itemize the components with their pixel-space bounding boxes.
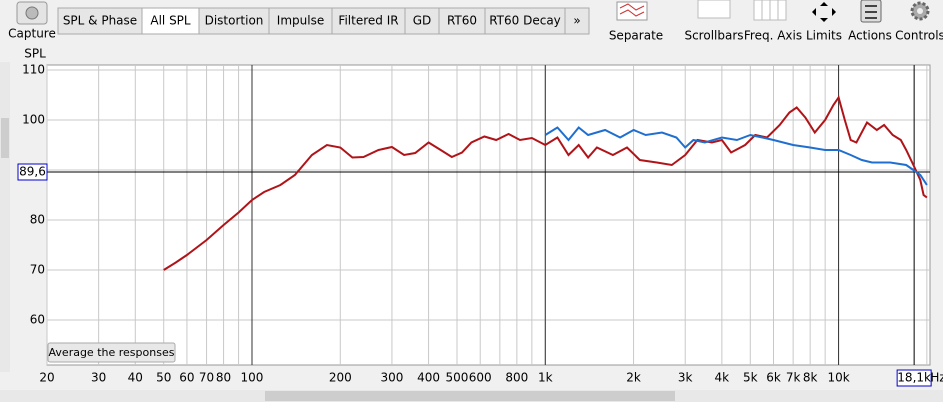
x-tick-label: 5k xyxy=(743,371,758,385)
y-tick-label: 100 xyxy=(22,113,45,127)
tab-label[interactable]: Distortion xyxy=(205,14,264,28)
x-tick-label: 100 xyxy=(241,371,264,385)
x-tick-label: 7k xyxy=(786,371,801,385)
horizontal-thumb[interactable] xyxy=(265,391,675,401)
tab[interactable] xyxy=(564,7,590,35)
tab-label[interactable]: Impulse xyxy=(277,14,324,28)
y-axis-label: SPL xyxy=(24,47,46,61)
x-tick-label: 1k xyxy=(538,371,553,385)
cursor-x-label: 18,1k xyxy=(897,371,931,385)
controls-hub xyxy=(917,8,923,14)
x-tick-label: 8k xyxy=(803,371,818,385)
vertical-scrollbar[interactable] xyxy=(0,62,10,372)
x-tick-label: 2k xyxy=(626,371,641,385)
x-tick-label: 20 xyxy=(39,371,54,385)
actions-glyph xyxy=(865,5,877,19)
limits-icon[interactable] xyxy=(812,2,836,22)
tab-label[interactable]: Filtered IR xyxy=(338,14,398,28)
tab[interactable] xyxy=(268,7,333,35)
series-line xyxy=(163,95,928,271)
toolbar-button-label[interactable]: Separate xyxy=(609,29,663,43)
separate-glyph xyxy=(619,3,645,17)
y-tick-label: 80 xyxy=(30,213,45,227)
tab-label[interactable]: SPL & Phase xyxy=(63,14,137,28)
x-tick-label: 80 xyxy=(216,371,231,385)
average-button-label[interactable]: Average the responses xyxy=(49,346,175,359)
x-tick-label: 200 xyxy=(329,371,352,385)
toolbar-button-label[interactable]: Scrollbars xyxy=(684,29,743,43)
plot-area xyxy=(46,64,931,366)
x-tick-label: 60 xyxy=(179,371,194,385)
y-tick-label: 110 xyxy=(22,63,45,77)
tab-label[interactable]: » xyxy=(573,14,580,28)
capture-lens xyxy=(25,6,39,20)
separate-icon[interactable] xyxy=(616,1,648,21)
series-line xyxy=(544,126,928,186)
x-unit: Hz xyxy=(930,371,943,385)
axis-labels: 6070809010011020304050607080100200300400… xyxy=(17,63,932,387)
grid xyxy=(46,65,930,365)
x-tick-label: 400 xyxy=(417,371,440,385)
x-tick-label: 500 xyxy=(446,371,469,385)
tab-label[interactable]: RT60 xyxy=(447,14,477,28)
x-tick-label: 4k xyxy=(715,371,730,385)
vertical-thumb[interactable] xyxy=(1,118,9,158)
tab-bar: SPL & Phase All SPL Distortion Impulse Filte… xyxy=(57,7,590,35)
tab[interactable] xyxy=(438,7,486,35)
tab[interactable] xyxy=(331,7,406,35)
cursor-y-label: 89,6 xyxy=(19,165,46,179)
x-tick-label: 800 xyxy=(505,371,528,385)
toolbar-button-label[interactable]: Freq. Axis xyxy=(744,29,802,43)
toolbar-button-label[interactable]: Limits xyxy=(806,29,842,43)
x-tick-label: 30 xyxy=(91,371,106,385)
freq-axis-glyph xyxy=(761,0,779,20)
toolbar-button-label[interactable]: Actions xyxy=(848,29,892,43)
x-tick-label: 70 xyxy=(199,371,214,385)
x-tick-label: 10k xyxy=(827,371,849,385)
tab-label[interactable]: RT60 Decay xyxy=(489,14,561,28)
tab[interactable] xyxy=(484,7,566,35)
x-tick-label: 50 xyxy=(156,371,171,385)
y-tick-label: 60 xyxy=(30,313,45,327)
button-labels: Separate Scrollbars Freq. Axis Limits Action… xyxy=(609,29,943,43)
series xyxy=(163,95,928,271)
x-tick-label: 6k xyxy=(766,371,781,385)
toolbar-button-label[interactable]: Controls xyxy=(895,29,943,43)
average-button[interactable] xyxy=(47,342,176,363)
cursor-y-box xyxy=(17,163,48,181)
tab-label[interactable]: All SPL xyxy=(150,14,191,28)
y-tick-label: 70 xyxy=(30,263,45,277)
cursor-x-box xyxy=(896,369,932,387)
x-tick-label: 300 xyxy=(380,371,403,385)
x-tick-label: 600 xyxy=(469,371,492,385)
button-icons xyxy=(616,0,930,23)
x-tick-label: 3k xyxy=(678,371,693,385)
tab[interactable] xyxy=(57,7,143,35)
tab[interactable] xyxy=(404,7,440,35)
scrollbars-icon[interactable] xyxy=(697,0,731,19)
capture-label[interactable]: Capture xyxy=(8,27,56,41)
tab-label[interactable]: GD xyxy=(413,14,432,28)
x-tick-label: 40 xyxy=(128,371,143,385)
